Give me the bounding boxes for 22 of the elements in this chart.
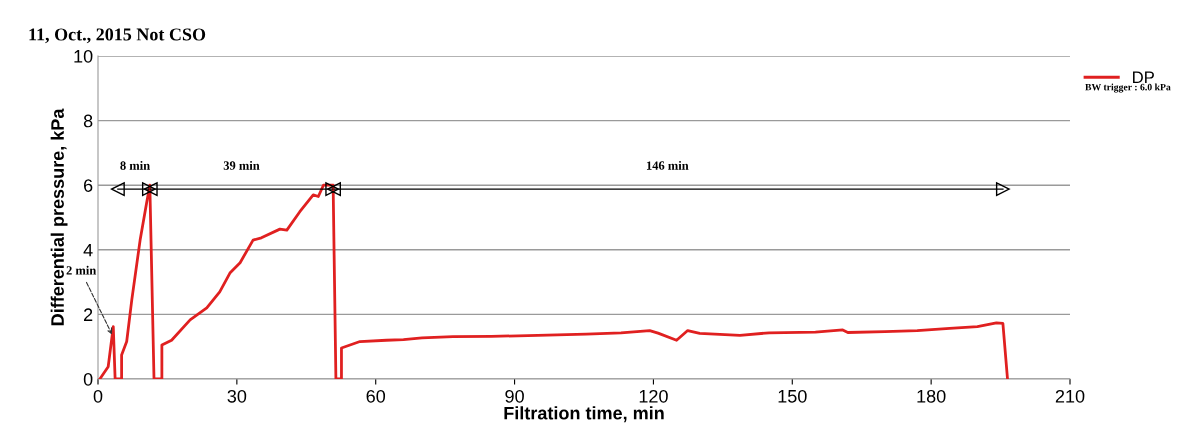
- annotation: 8 min: [120, 160, 150, 170]
- y-tick-label: 2: [84, 308, 93, 321]
- x-tick-label: 150: [778, 389, 807, 403]
- x-tick-label: 60: [366, 389, 386, 403]
- text: BW trigger : 6.0 kPa: [1085, 83, 1171, 93]
- annotation: 2 min: [66, 265, 97, 275]
- y-tick-label: 6: [84, 179, 93, 192]
- y-tick-label: 8: [83, 114, 93, 128]
- chart-title: 11, Oct., 2015 Not CSO: [29, 28, 206, 44]
- x-tick-label: 0: [93, 389, 103, 403]
- x-tick-label: 30: [227, 389, 247, 403]
- y-tick-label: 0: [83, 372, 93, 386]
- y-tick-label: 10: [74, 49, 93, 63]
- x-tick-label: 210: [1055, 389, 1085, 403]
- x-tick-label: 90: [505, 389, 524, 403]
- x-axis-title: Filtration time, min: [504, 406, 664, 423]
- legend-label: DP: [1133, 71, 1154, 84]
- annotation: 39 min: [223, 160, 260, 170]
- y-tick-label: 4: [83, 243, 93, 257]
- annotation: 146 min: [646, 160, 689, 170]
- x-tick-label: 180: [917, 389, 946, 403]
- x-tick-label: 120: [639, 389, 668, 403]
